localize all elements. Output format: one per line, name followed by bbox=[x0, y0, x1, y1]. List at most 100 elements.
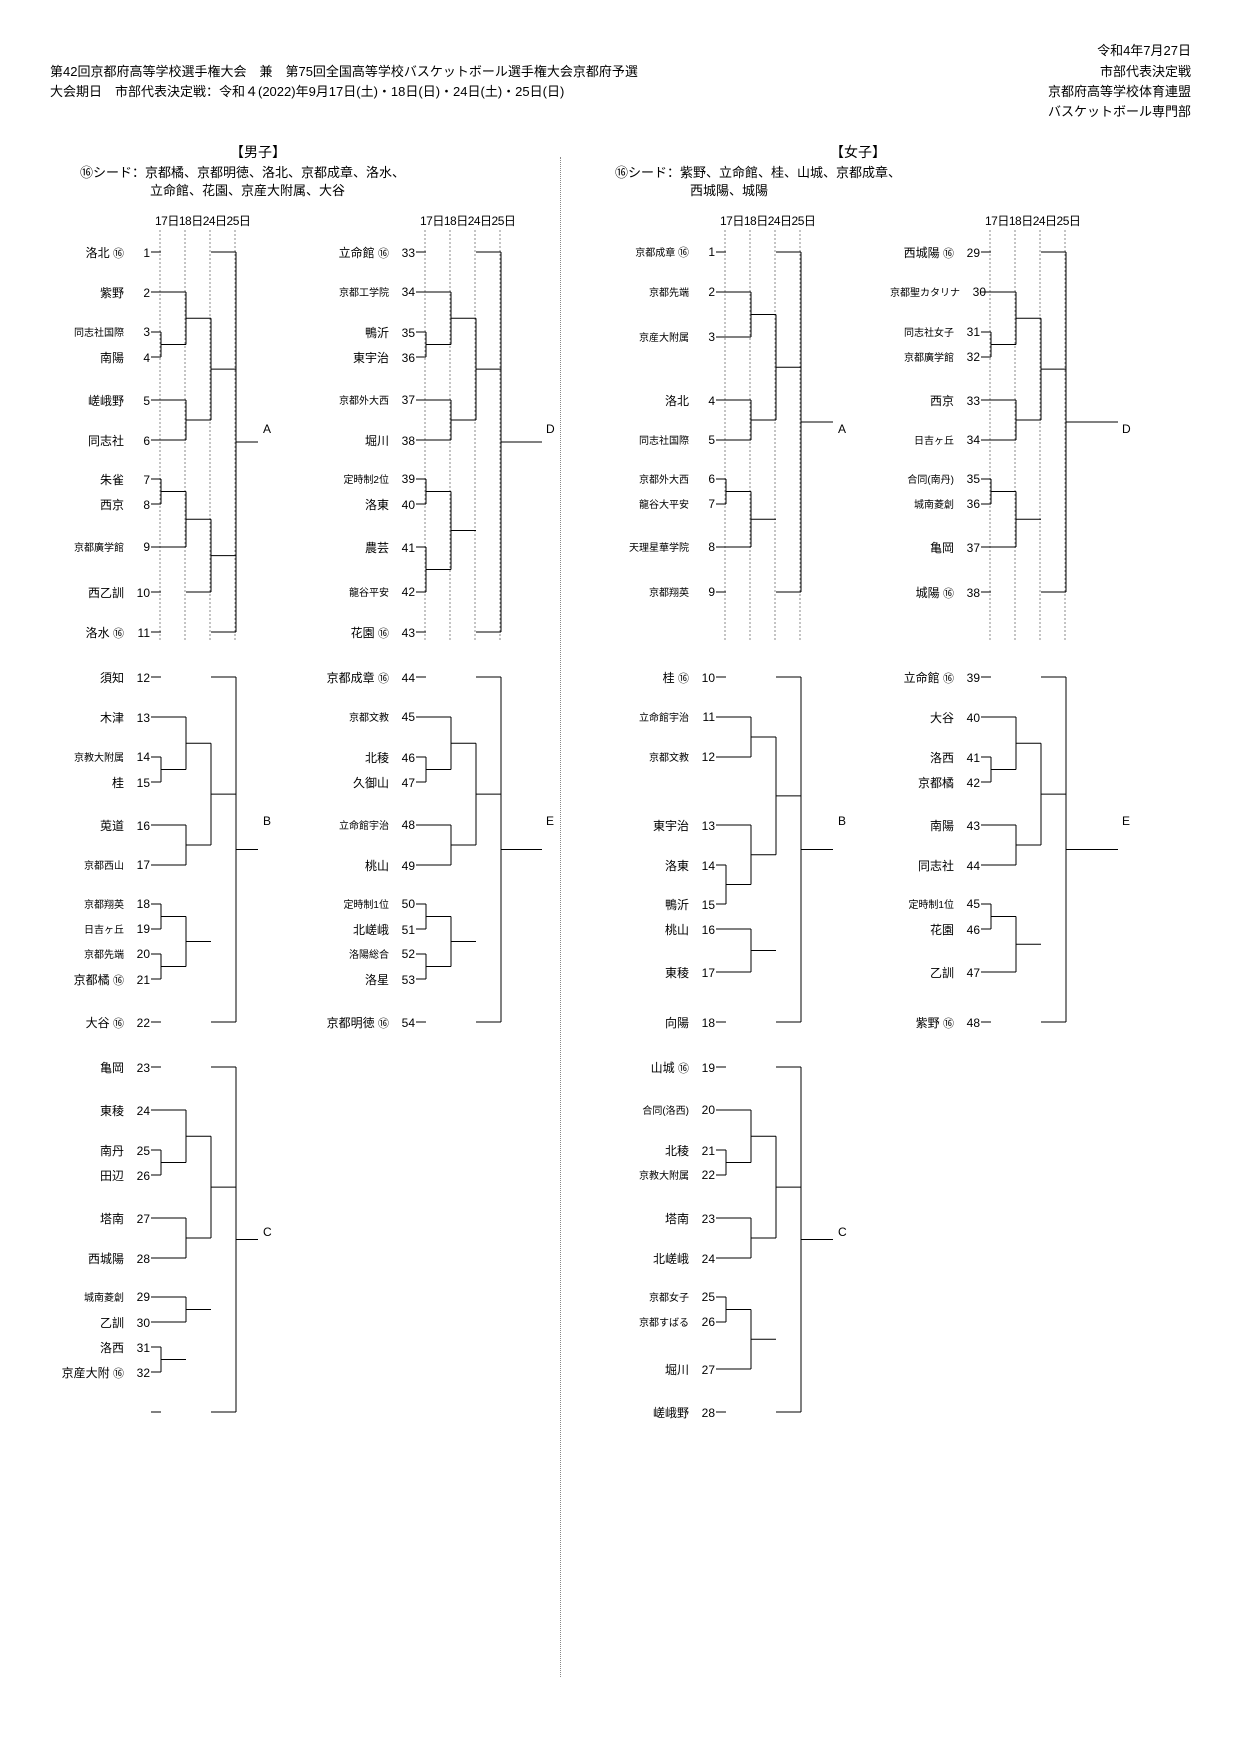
gl-team-16: 桃山16 bbox=[625, 921, 715, 938]
gl-team-24: 北嵯峨24 bbox=[625, 1250, 715, 1267]
bl-team-28: 西城陽28 bbox=[60, 1250, 150, 1267]
gr-team-38: 城陽 ⑯38 bbox=[890, 584, 980, 601]
gl-team-2: 京都先端2 bbox=[625, 284, 715, 299]
group-d-l: D bbox=[546, 422, 555, 436]
gr-team-41: 洛西41 bbox=[890, 749, 980, 766]
br-team-49: 桃山49 bbox=[325, 857, 415, 874]
gl-team-4: 洛北4 bbox=[625, 392, 715, 409]
br-team-40: 洛東40 bbox=[325, 496, 415, 513]
bl-team-10: 西乙訓10 bbox=[60, 584, 150, 601]
gr-team-44: 同志社44 bbox=[890, 857, 980, 874]
gr-team-47: 乙訓47 bbox=[890, 964, 980, 981]
bl-team-14: 京教大附属14 bbox=[60, 749, 150, 764]
br-team-42: 龍谷平安42 bbox=[325, 584, 415, 599]
brackets: 【男子】 【女子】 ⑯シード：京都橘、京都明徳、洛北、京都成章、洛水、 立命館、… bbox=[50, 142, 1191, 1702]
header-date: 令和4年7月27日 bbox=[50, 40, 1191, 59]
gr-team-35: 合同(南丹)35 bbox=[890, 471, 980, 486]
group-e-r: E bbox=[1122, 814, 1130, 828]
bl-team-30: 乙訓30 bbox=[60, 1314, 150, 1331]
br-team-52: 洛陽総合52 bbox=[325, 946, 415, 961]
title1-left: 第42回京都府高等学校選手権大会 兼 第75回全国高等学校バスケットボール選手権… bbox=[50, 63, 1080, 81]
bl-team-12: 須知12 bbox=[60, 669, 150, 686]
br-team-54: 京都明徳 ⑯54 bbox=[325, 1014, 415, 1031]
gl-team-7: 龍谷大平安7 bbox=[625, 496, 715, 511]
gr-team-31: 同志社女子31 bbox=[890, 324, 980, 339]
bl-team-1: 洛北 ⑯1 bbox=[60, 244, 150, 261]
gl-team-27: 堀川27 bbox=[625, 1361, 715, 1378]
gr-team-43: 南陽43 bbox=[890, 817, 980, 834]
gl-team-17: 東稜17 bbox=[625, 964, 715, 981]
bl-team-26: 田辺26 bbox=[60, 1167, 150, 1184]
gr-team-42: 京都橘42 bbox=[890, 774, 980, 791]
title3-right: バスケットボール専門部 bbox=[1048, 103, 1191, 121]
br-team-38: 堀川38 bbox=[325, 432, 415, 449]
br-team-41: 農芸41 bbox=[325, 539, 415, 556]
br-team-34: 京都工学院34 bbox=[325, 284, 415, 299]
gl-team-28: 嵯峨野28 bbox=[625, 1404, 715, 1421]
bl-team-18: 京都翔英18 bbox=[60, 896, 150, 911]
br-team-46: 北稜46 bbox=[325, 749, 415, 766]
bl-team-15: 桂15 bbox=[60, 774, 150, 791]
br-team-39: 定時制2位39 bbox=[325, 471, 415, 486]
title-row-2: 大会期日 市部代表決定戦：令和４(2022)年9月17日(土)・18日(日)・2… bbox=[50, 83, 1191, 101]
gr-team-46: 花園46 bbox=[890, 921, 980, 938]
gl-team-12: 京都文教12 bbox=[625, 749, 715, 764]
gl-team-6: 京都外大西6 bbox=[625, 471, 715, 486]
group-a-l: A bbox=[263, 422, 271, 436]
bl-team-25: 南丹25 bbox=[60, 1142, 150, 1159]
title1-right: 市部代表決定戦 bbox=[1100, 63, 1191, 81]
gl-team-13: 東宇治13 bbox=[625, 817, 715, 834]
group-a-r: A bbox=[838, 422, 846, 436]
bl-team-29: 城南菱創29 bbox=[60, 1289, 150, 1304]
title-row-1: 第42回京都府高等学校選手権大会 兼 第75回全国高等学校バスケットボール選手権… bbox=[50, 63, 1191, 81]
gl-team-22: 京教大附属22 bbox=[625, 1167, 715, 1182]
bl-team-13: 木津13 bbox=[60, 709, 150, 726]
gl-team-8: 天理星華学院8 bbox=[625, 539, 715, 554]
br-team-48: 立命館宇治48 bbox=[325, 817, 415, 832]
br-team-47: 久御山47 bbox=[325, 774, 415, 791]
gl-team-11: 立命館宇治11 bbox=[625, 709, 715, 724]
group-c-l: C bbox=[263, 1225, 272, 1239]
bl-team-31: 洛西31 bbox=[60, 1339, 150, 1356]
title-row-3: バスケットボール専門部 bbox=[50, 103, 1191, 121]
br-team-35: 鴨沂35 bbox=[325, 324, 415, 341]
br-team-43: 花園 ⑯43 bbox=[325, 624, 415, 641]
bl-team-20: 京都先端20 bbox=[60, 946, 150, 961]
br-team-37: 京都外大西37 bbox=[325, 392, 415, 407]
gr-team-29: 西城陽 ⑯29 bbox=[890, 244, 980, 261]
gl-team-19: 山城 ⑯19 bbox=[625, 1059, 715, 1076]
bl-team-2: 紫野2 bbox=[60, 284, 150, 301]
gl-team-14: 洛東14 bbox=[625, 857, 715, 874]
bl-team-8: 西京8 bbox=[60, 496, 150, 513]
gl-team-18: 向陽18 bbox=[625, 1014, 715, 1031]
gr-team-40: 大谷40 bbox=[890, 709, 980, 726]
gr-team-48: 紫野 ⑯48 bbox=[890, 1014, 980, 1031]
group-b-r: B bbox=[838, 814, 846, 828]
title2-right: 京都府高等学校体育連盟 bbox=[1048, 83, 1191, 101]
page: 令和4年7月27日 第42回京都府高等学校選手権大会 兼 第75回全国高等学校バ… bbox=[0, 0, 1241, 1722]
group-e-l: E bbox=[546, 814, 554, 828]
gl-team-10: 桂 ⑯10 bbox=[625, 669, 715, 686]
group-c-r: C bbox=[838, 1225, 847, 1239]
br-team-44: 京都成章 ⑯44 bbox=[325, 669, 415, 686]
gr-team-37: 亀岡37 bbox=[890, 539, 980, 556]
bl-team-22: 大谷 ⑯22 bbox=[60, 1014, 150, 1031]
gl-team-9: 京都翔英9 bbox=[625, 584, 715, 599]
gl-team-25: 京都女子25 bbox=[625, 1289, 715, 1304]
gl-team-23: 塔南23 bbox=[625, 1210, 715, 1227]
bl-team-5: 嵯峨野5 bbox=[60, 392, 150, 409]
gl-team-20: 合同(洛西)20 bbox=[625, 1102, 715, 1117]
bl-team-32: 京産大附 ⑯32 bbox=[60, 1364, 150, 1381]
bl-team-3: 同志社国際3 bbox=[60, 324, 150, 339]
bl-team-7: 朱雀7 bbox=[60, 471, 150, 488]
gl-team-1: 京都成章 ⑯1 bbox=[625, 244, 715, 260]
group-b-l: B bbox=[263, 814, 271, 828]
br-team-36: 東宇治36 bbox=[325, 349, 415, 366]
gr-team-45: 定時制1位45 bbox=[890, 896, 980, 911]
bl-team-21: 京都橘 ⑯21 bbox=[60, 971, 150, 988]
gl-team-3: 京産大附属3 bbox=[625, 329, 715, 344]
bl-team-16: 莵道16 bbox=[60, 817, 150, 834]
br-team-51: 北嵯峨51 bbox=[325, 921, 415, 938]
gl-team-5: 同志社国際5 bbox=[625, 432, 715, 447]
gr-team-33: 西京33 bbox=[890, 392, 980, 409]
